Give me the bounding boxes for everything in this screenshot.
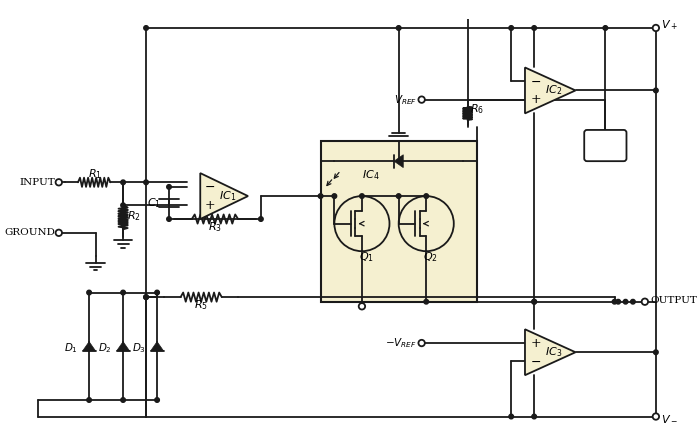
- Text: +: +: [204, 199, 215, 212]
- Circle shape: [424, 194, 428, 198]
- Text: +: +: [530, 337, 541, 350]
- Circle shape: [509, 414, 514, 419]
- Circle shape: [419, 97, 425, 103]
- Text: $IC_5$: $IC_5$: [596, 139, 614, 152]
- Circle shape: [631, 299, 635, 304]
- Text: $D_3$: $D_3$: [132, 341, 146, 355]
- Circle shape: [509, 26, 514, 30]
- Text: $V_{REF}$: $V_{REF}$: [394, 93, 417, 106]
- FancyBboxPatch shape: [584, 130, 626, 161]
- Text: $V_-$: $V_-$: [662, 414, 678, 424]
- Circle shape: [121, 290, 125, 295]
- Circle shape: [532, 299, 536, 304]
- Polygon shape: [525, 67, 575, 113]
- Text: GROUND: GROUND: [4, 228, 55, 237]
- Text: $IC_1$: $IC_1$: [219, 189, 237, 203]
- Text: $-$: $-$: [530, 355, 541, 368]
- Circle shape: [55, 179, 62, 186]
- Polygon shape: [117, 342, 130, 351]
- Circle shape: [654, 88, 658, 93]
- Circle shape: [358, 303, 365, 310]
- Circle shape: [623, 299, 628, 304]
- Text: $R_3$: $R_3$: [208, 221, 222, 234]
- Text: $IC_3$: $IC_3$: [545, 346, 563, 359]
- Text: $C_1$: $C_1$: [147, 196, 161, 210]
- Text: $D_2$: $D_2$: [98, 341, 112, 355]
- Text: $IC_4$: $IC_4$: [363, 168, 380, 182]
- Circle shape: [532, 414, 536, 419]
- Text: $Q_1$: $Q_1$: [359, 250, 374, 264]
- Circle shape: [167, 185, 172, 189]
- Text: $R_1$: $R_1$: [88, 167, 102, 181]
- Text: $Q_2$: $Q_2$: [424, 250, 438, 264]
- Circle shape: [144, 295, 148, 299]
- Circle shape: [332, 194, 337, 198]
- Circle shape: [55, 229, 62, 236]
- Polygon shape: [200, 173, 248, 219]
- Circle shape: [144, 26, 148, 30]
- Text: +: +: [530, 93, 541, 106]
- Polygon shape: [321, 141, 477, 302]
- Circle shape: [654, 350, 658, 354]
- Circle shape: [424, 299, 428, 304]
- Circle shape: [258, 217, 263, 222]
- Circle shape: [167, 217, 172, 222]
- Text: $R_6$: $R_6$: [470, 102, 484, 116]
- Text: $-$: $-$: [530, 75, 541, 88]
- Text: OUTPUT: OUTPUT: [650, 296, 697, 305]
- Circle shape: [121, 180, 125, 185]
- Polygon shape: [83, 342, 95, 351]
- Text: $R_5$: $R_5$: [194, 299, 208, 312]
- Circle shape: [652, 25, 659, 31]
- Circle shape: [652, 413, 659, 420]
- Text: $R_2$: $R_2$: [127, 209, 141, 223]
- Circle shape: [318, 194, 323, 198]
- Polygon shape: [394, 155, 403, 167]
- Circle shape: [616, 299, 620, 304]
- Circle shape: [144, 295, 148, 299]
- Circle shape: [360, 194, 364, 198]
- Circle shape: [642, 299, 648, 305]
- Circle shape: [121, 398, 125, 402]
- Text: $IC_2$: $IC_2$: [545, 84, 563, 97]
- Circle shape: [155, 290, 160, 295]
- Circle shape: [121, 203, 125, 208]
- Text: $-$: $-$: [204, 180, 215, 194]
- Circle shape: [396, 194, 401, 198]
- Text: $-V_{REF}$: $-V_{REF}$: [386, 336, 417, 350]
- Circle shape: [419, 340, 425, 346]
- Text: INPUT: INPUT: [20, 178, 55, 187]
- Circle shape: [87, 290, 92, 295]
- Circle shape: [603, 26, 608, 30]
- Polygon shape: [525, 329, 575, 375]
- Circle shape: [612, 299, 617, 304]
- Circle shape: [144, 180, 148, 185]
- Circle shape: [87, 398, 92, 402]
- Circle shape: [396, 26, 401, 30]
- Circle shape: [155, 398, 160, 402]
- Text: $V_+$: $V_+$: [662, 18, 678, 32]
- Text: $D_1$: $D_1$: [64, 341, 78, 355]
- Circle shape: [532, 26, 536, 30]
- Polygon shape: [150, 342, 164, 351]
- Circle shape: [532, 299, 536, 304]
